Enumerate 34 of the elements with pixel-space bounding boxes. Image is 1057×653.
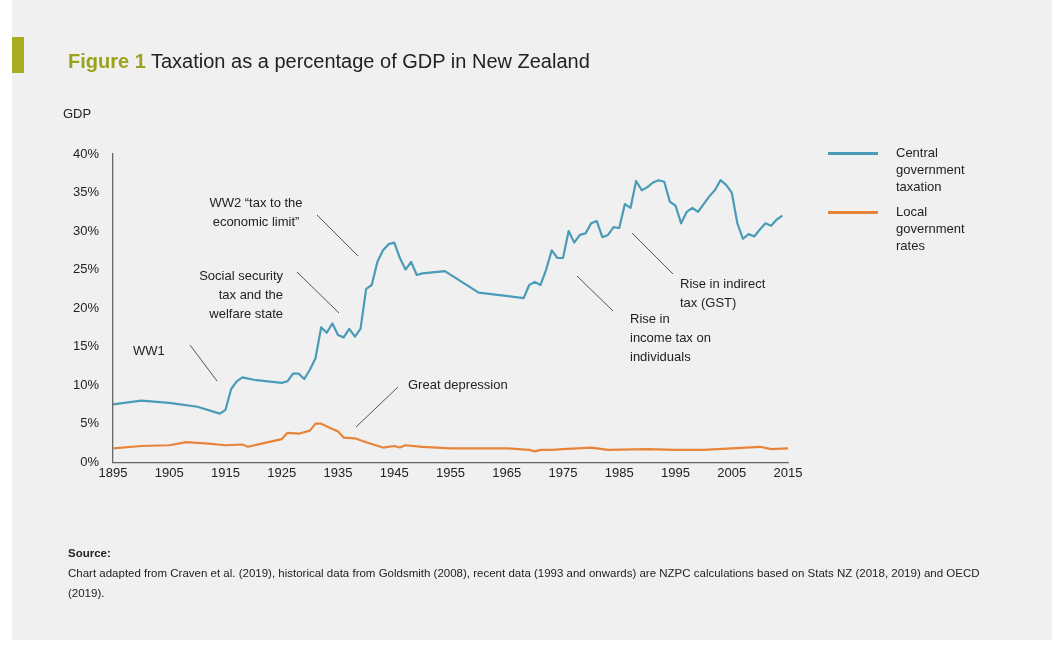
x-tick-label: 1945 (379, 464, 409, 480)
y-tick-label: 5% (80, 415, 100, 431)
x-tick-label: 1985 (604, 464, 634, 480)
x-tick-label: 1965 (492, 464, 522, 480)
source-note: Source: (68, 546, 112, 561)
legend-label: Local government rates (896, 203, 966, 254)
x-tick-label: 1975 (548, 464, 578, 480)
annotation: Rise in income tax on individuals (630, 310, 711, 366)
chart-title: Figure 1 Taxation as a percentage of GDP in New Zealand (68, 50, 590, 72)
annotation: Great depression (408, 376, 508, 394)
y-tick-label: 35% (72, 184, 100, 200)
x-tick-label: 1895 (98, 464, 128, 480)
y-tick-label: 25% (72, 261, 100, 277)
legend-label: Central government taxation (896, 144, 966, 195)
y-tick-label: 15% (72, 338, 100, 354)
y-tick-label: 30% (72, 222, 100, 238)
x-tick-label: 1915 (211, 464, 240, 480)
annotation: Social security tax and the welfare state (199, 268, 283, 321)
x-tick-label: 1905 (154, 464, 184, 480)
annotation: WW1 (133, 342, 165, 360)
x-tick-label: 1955 (436, 464, 465, 480)
x-tick-label: 2015 (773, 464, 803, 480)
x-tick-label: 2005 (717, 464, 747, 480)
annotation: WW2 “tax to the economic limit” (208, 194, 304, 231)
x-tick-label: 1995 (661, 464, 690, 480)
annotation: Rise in indirect tax (GST) (680, 275, 766, 312)
x-tick-label: 1935 (323, 464, 353, 480)
y-tick-label: 0% (80, 453, 100, 469)
text: Chart adapted from Craven et al. (2019), historical data from Goldsmith (2008), recent data (1993 and onwards) are NZPC calculations based on Stats NZ (2018, 2019) and OECD (2019). (68, 566, 981, 601)
x-tick-label: 1925 (267, 464, 297, 480)
y-axis-title: GDP (63, 106, 92, 121)
y-tick-label: 10% (72, 376, 100, 392)
y-tick-label: 20% (72, 299, 100, 315)
y-tick-label: 40% (72, 145, 100, 161)
